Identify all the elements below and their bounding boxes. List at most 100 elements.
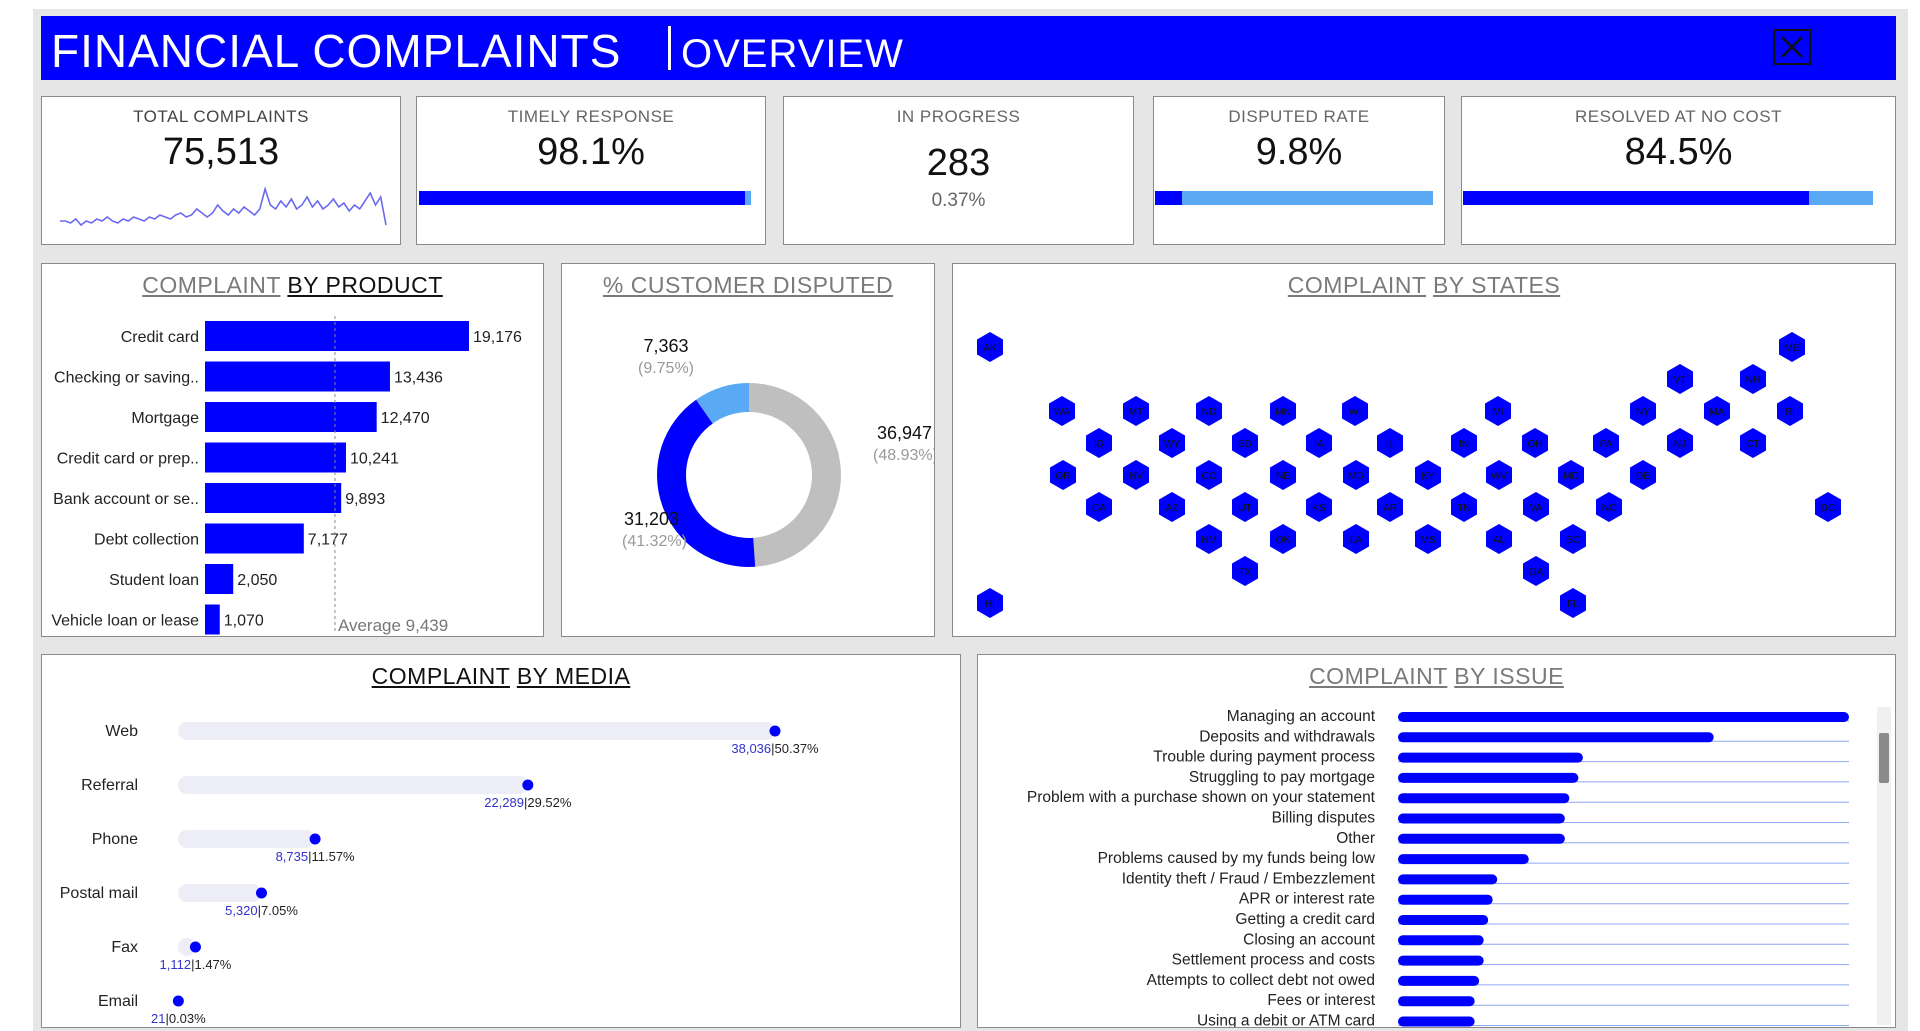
media-chart-panel: COMPLAINT BY MEDIA Web 38,036|50.37% Refer… [41,654,961,1028]
state-hex [1270,460,1296,490]
state-label: ID [1094,439,1104,450]
state-label: KY [1421,471,1435,482]
issue-scrollbar-thumb[interactable] [1879,733,1889,783]
state-label: IA [1314,439,1324,450]
state-hex [1343,460,1369,490]
kpi-progress-value: 283 [926,142,991,184]
issue-bar [1398,813,1565,824]
media-track [178,776,528,794]
state-hex [1415,460,1441,490]
issue-category-label: Getting a credit card [1235,911,1375,928]
product-average-label: Average 9,439 [338,616,448,635]
issue-bar [1398,772,1579,783]
issue-bar [1398,874,1498,885]
media-dot [172,995,184,1007]
timely-progress-track [419,191,751,205]
product-category-label: Mortgage [131,410,199,427]
resolved-progress-track [1463,191,1873,205]
state-label: MI [1492,407,1503,418]
sparkline-line [60,186,387,227]
timely-progress-fill [419,191,745,205]
state-hex [1667,364,1693,394]
issue-category-label: Problem with a purchase shown on your st… [1027,789,1376,806]
state-label: OK [1276,535,1291,546]
state-label: NY [1636,407,1650,418]
issue-bar [1398,793,1570,804]
state-hex [1596,492,1622,522]
state-label: WY [1164,439,1180,450]
issue-bar [1398,854,1529,865]
issue-category-label: Trouble during payment process [1153,749,1375,766]
state-label: CT [1746,439,1759,450]
close-button[interactable] [1773,29,1811,65]
product-bar [205,402,377,432]
state-hex [1196,460,1222,490]
donut-slice [696,383,749,424]
state-hex [1523,492,1549,522]
issue-chart-panel: COMPLAINT BY ISSUE Managing an account De… [977,654,1896,1028]
kpi-disputed-rate: DISPUTED RATE 9.8% [1153,96,1445,245]
state-hex [1306,492,1332,522]
product-category-label: Debt collection [94,532,199,549]
issue-bar [1398,935,1484,946]
donut-value-label: 7,363 [643,336,688,356]
state-hex [1593,428,1619,458]
state-label: TX [1239,567,1252,578]
product-bar-chart: Credit card 19,176 Checking or saving.. 13,… [51,316,522,635]
issue-category-label: Settlement process and costs [1172,952,1376,969]
state-label: IN [1459,439,1469,450]
issue-category-label: Struggling to pay mortgage [1189,769,1375,786]
state-hex [1342,396,1368,426]
issue-category-label: Other [1336,830,1375,847]
state-hex [1050,460,1076,490]
state-label: CA [1092,503,1106,514]
issue-category-label: Attempts to collect debt not owed [1147,972,1375,989]
state-label: MN [1275,407,1291,418]
state-label: HI [985,599,995,610]
media-category-label: Postal mail [60,885,138,902]
media-value-label: 22,289|29.52% [484,795,572,810]
kpi-timely-response: TIMELY RESPONSE 98.1% [416,96,766,245]
state-label: AK [983,343,997,354]
state-hex [1451,492,1477,522]
product-bar [205,604,220,635]
state-hex [1159,492,1185,522]
state-label: MS [1421,535,1436,546]
state-label: KS [1312,503,1326,514]
state-hex [1232,556,1258,586]
issue-bar [1398,732,1714,743]
page-subtitle: OVERVIEW [681,32,904,76]
state-hex [1486,524,1512,554]
product-value-label: 13,436 [394,370,443,387]
media-category-label: Email [98,993,138,1010]
issue-bar [1398,833,1565,844]
issue-bar [1398,996,1475,1007]
state-label: SD [1238,439,1252,450]
issue-bar-chart: Managing an account Deposits and withdraw… [1027,708,1849,1027]
media-dot [189,941,201,953]
state-label: FL [1567,599,1579,610]
state-hex [977,332,1003,362]
kpi-total-complaints: TOTAL COMPLAINTS 75,513 [41,96,401,245]
complaints-sparkline [60,186,387,227]
state-hex [1558,460,1584,490]
state-hex [1451,428,1477,458]
state-hex [1560,524,1586,554]
state-label: GA [1529,567,1544,578]
product-category-label: Student loan [109,572,199,589]
state-label: WI [1349,407,1361,418]
donut-slice [657,399,756,567]
product-bar [205,483,342,513]
product-category-label: Bank account or se.. [53,491,199,508]
state-label: AZ [1166,503,1179,514]
state-label: AL [1493,535,1506,546]
state-label: WA [1054,407,1070,418]
state-label: MO [1348,471,1364,482]
issue-bar [1398,975,1480,986]
media-value-label: 1,112|1.47% [160,957,232,972]
kpi-resolved-no-cost: RESOLVED AT NO COST 84.5% [1461,96,1896,245]
issue-scrollbar[interactable] [1877,707,1891,1025]
product-value-label: 1,070 [224,613,264,630]
media-track [178,722,775,740]
issue-bar [1398,955,1484,966]
